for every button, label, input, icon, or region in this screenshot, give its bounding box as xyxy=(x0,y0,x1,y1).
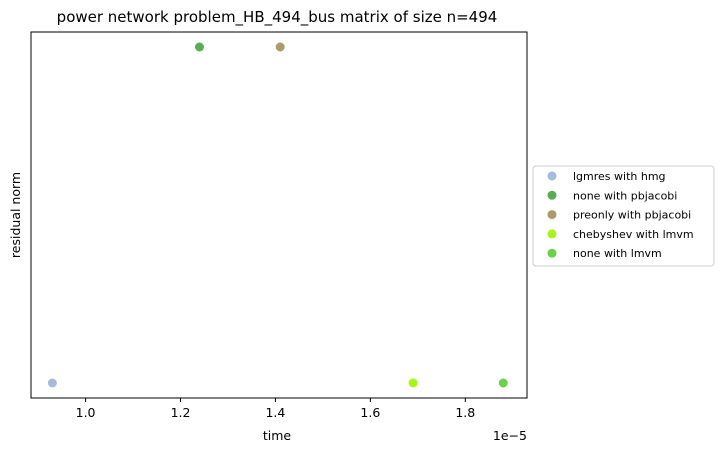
x-tick-label: 1.4 xyxy=(265,405,285,420)
legend-label: preonly with pbjacobi xyxy=(573,209,691,222)
chart-title: power network problem_HB_494_bus matrix … xyxy=(57,8,498,27)
legend-label: chebyshev with lmvm xyxy=(573,228,694,241)
x-tick-label: 1.6 xyxy=(360,405,380,420)
data-point xyxy=(498,378,508,388)
legend-box xyxy=(532,165,715,267)
x-axis-label: time xyxy=(263,428,292,443)
data-point xyxy=(408,378,418,388)
x-axis-offset-label: 1e−5 xyxy=(493,428,527,443)
x-tick-label: 1.2 xyxy=(171,405,191,420)
legend-marker xyxy=(547,248,557,258)
y-axis-label: residual norm xyxy=(8,172,23,258)
legend-label: none with lmvm xyxy=(573,247,662,260)
x-axis-ticks: 1.0 1.2 1.4 1.6 1.8 xyxy=(76,398,475,420)
legend-marker xyxy=(547,171,557,181)
plot-area xyxy=(30,31,528,399)
legend-label: none with pbjacobi xyxy=(573,189,677,202)
legend-marker xyxy=(547,190,557,200)
legend: lgmres with hmg none with pbjacobi preonly… xyxy=(532,165,715,267)
data-points xyxy=(47,42,508,388)
data-point xyxy=(194,42,204,52)
x-tick-label: 1.8 xyxy=(455,405,475,420)
data-point xyxy=(275,42,285,52)
legend-marker xyxy=(547,210,557,220)
legend-label: lgmres with hmg xyxy=(573,170,666,183)
legend-marker xyxy=(547,229,557,239)
data-point xyxy=(47,378,57,388)
x-tick-label: 1.0 xyxy=(76,405,96,420)
